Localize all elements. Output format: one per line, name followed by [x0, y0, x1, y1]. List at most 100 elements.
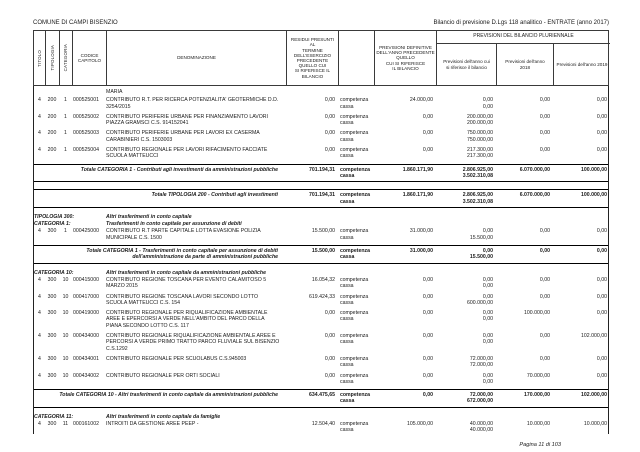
cell-section-code: CATEGORIA 11: — [34, 413, 74, 420]
cell-previsioni-definitive: 0,00 — [422, 333, 433, 340]
cell-anno-riferimento: 200.000,00 200.000,00 — [467, 113, 493, 127]
cell-previsioni-definitive: 0,00 — [422, 276, 433, 283]
cell-section-code: TIPOLOGIA 300: — [34, 213, 75, 220]
cell-anno-2018: 170.000,00 — [524, 392, 550, 399]
cell-codice-capitolo: 000417000 — [73, 293, 99, 300]
cell-competenza-cassa-labels: competenza cassa — [340, 420, 369, 434]
continuation-text-row: MARIA — [34, 89, 608, 95]
cell-anno-2018: 0,00 — [539, 113, 550, 120]
cell-anno-2019: 102.000,00 — [581, 333, 607, 340]
cell-anno-2019: 0,00 — [596, 355, 607, 362]
cell-residui: 0,00 — [324, 113, 335, 120]
cell-previsioni-definitive: 31.000,00 — [409, 248, 433, 255]
cell-competenza-cassa-labels: competenza cassa — [340, 248, 370, 261]
column-header-categoria: CATEGORIA — [59, 31, 72, 85]
cell-total-label: Totale TIPOLOGIA 200 - Contributi agli i… — [151, 192, 278, 199]
cell-anno-2018: 0,00 — [539, 248, 550, 255]
cell-residui: 634.475,65 — [309, 392, 335, 399]
cell-total-label: Totale CATEGORIA 1 - Trasferimenti in co… — [86, 248, 278, 261]
cell-competenza-cassa-labels: competenza cassa — [340, 276, 369, 290]
cell-tipologia: 300 — [47, 293, 57, 300]
cell-residui: 12.504,40 — [311, 420, 335, 427]
cell-residui: 0,00 — [324, 372, 335, 379]
cell-codice-capitolo: 000525004 — [73, 147, 99, 154]
cell-anno-riferimento: 72.000,00 672.000,00 — [467, 392, 493, 405]
table-header: TITOLO TIPOLOGIA CATEGORIA CODICE CAPITO… — [33, 30, 610, 86]
cell-denominazione: CONTRIBUTO REGIONE TOSCANA LAVORI SECOND… — [106, 293, 259, 306]
cell-codice-capitolo: 000525002 — [73, 113, 99, 120]
column-header-anno-riferimento: Previsioni dell'anno cui si riferisce il… — [436, 44, 496, 85]
cell-residui: 15.500,00 — [311, 228, 335, 235]
section-row: CATEGORIA 11: Altri trasferimenti in cont… — [34, 414, 608, 420]
cell-anno-2018: 0,00 — [539, 293, 550, 300]
cell-titolo: 4 — [38, 333, 41, 340]
table-row: 4 300 10 000434001 CONTRIBUTO REGIONALE PER … — [34, 356, 608, 369]
municipality-title: COMUNE DI CAMPI BISENZIO — [33, 20, 118, 26]
cell-anno-2019: 0,00 — [596, 228, 607, 235]
table-row: 4 200 1 000525003 CONTRIBUTO PERIFERIE URBAN… — [34, 130, 608, 143]
table-row: 4 300 10 000419000 CONTRIBUTO REGIONALE PER … — [34, 310, 608, 329]
cell-tipologia: 300 — [47, 372, 57, 379]
cell-previsioni-definitive: 0,00 — [422, 293, 433, 300]
column-header-anno-2018: Previsioni dell'anno 2018 — [496, 44, 553, 85]
cell-anno-riferimento: 2.806.925,00 3.502.310,08 — [462, 166, 493, 179]
cell-residui: 619.424,33 — [309, 293, 335, 300]
cell-section-title: Trasferimenti in conto capitale per assu… — [106, 221, 242, 228]
table-row: 4 200 1 000525004 CONTRIBUTO REGIONALE PER L… — [34, 147, 608, 160]
section-row: TIPOLOGIA 300: Altri trasferimenti in con… — [34, 214, 608, 220]
cell-categoria: 10 — [62, 355, 69, 362]
cell-titolo: 4 — [38, 293, 41, 300]
cell-categoria: 10 — [62, 276, 69, 283]
cell-anno-2018: 6.070.000,00 — [519, 192, 550, 199]
cell-competenza-cassa-labels: competenza cassa — [340, 372, 369, 385]
cell-previsioni-definitive: 0,00 — [422, 113, 433, 120]
cell-section-title: Altri trasferimenti in conto capitale da… — [106, 269, 266, 276]
table-row: 4 200 1 000525002 CONTRIBUTO PERIFERIE URBAN… — [34, 114, 608, 127]
cell-competenza-cassa-labels: competenza cassa — [340, 147, 369, 160]
cell-anno-2019: 0,00 — [596, 310, 607, 317]
cell-previsioni-definitive: 1.860.171,90 — [402, 192, 433, 199]
cell-anno-riferimento: 217.300,00 217.300,00 — [467, 147, 493, 160]
cell-categoria: 10 — [62, 333, 69, 340]
table-row: 4 200 1 000525001 CONTRIBUTO R.T. PER RICERC… — [34, 97, 608, 110]
cell-anno-riferimento: 2.806.925,00 3.502.310,08 — [462, 192, 493, 205]
cell-anno-2018: 6.070.000,00 — [519, 166, 550, 173]
cell-competenza-cassa-labels: competenza cassa — [340, 228, 369, 241]
cell-anno-2018: 0,00 — [539, 333, 550, 340]
cell-titolo: 4 — [38, 97, 41, 104]
table-row: 4 300 1 000425000 CONTRIBUTO R.T PARTE CAPIT… — [34, 228, 608, 241]
cell-anno-2019: 0,00 — [596, 248, 607, 255]
cell-previsioni-definitive: 0,00 — [422, 392, 433, 399]
cell-competenza-cassa-labels: competenza cassa — [340, 130, 369, 143]
cell-denominazione: CONTRIBUTO REGIONALE PER LAVORI RIFACIME… — [106, 147, 268, 160]
cell-section-code: CATEGORIA 1: — [34, 221, 71, 228]
cell-competenza-cassa-labels: competenza cassa — [340, 293, 369, 306]
cell-anno-2018: 70.000,00 — [526, 372, 550, 379]
cell-denominazione: INTROITI DA GESTIONE AREE PEEP - — [106, 420, 199, 427]
cell-titolo: 4 — [38, 130, 41, 137]
cell-codice-capitolo: 000419000 — [73, 310, 99, 317]
cell-residui: 0,00 — [324, 130, 335, 137]
cell-categoria: 11 — [62, 420, 69, 427]
cell-anno-2019: 0,00 — [596, 276, 607, 283]
cell-anno-riferimento: 0,00 0,00 — [482, 276, 493, 290]
cell-titolo: 4 — [38, 310, 41, 317]
cell-codice-capitolo: 000161002 — [73, 420, 99, 427]
section-row: CATEGORIA 1: Trasferimenti in conto capit… — [34, 221, 608, 227]
cell-total-label: Totale CATEGORIA 1 - Contributi agli inv… — [80, 166, 278, 173]
cell-codice-capitolo: 000525003 — [73, 130, 99, 137]
cell-anno-2018: 10.000,00 — [526, 420, 550, 427]
cell-codice-capitolo: 000425000 — [73, 228, 99, 235]
cell-anno-riferimento: 750.000,00 750.000,00 — [467, 130, 493, 143]
cell-categoria: 10 — [62, 372, 69, 379]
cell-codice-capitolo: 000434000 — [73, 333, 99, 340]
cell-competenza-cassa-labels: competenza cassa — [340, 310, 369, 323]
cell-competenza-cassa-labels: competenza cassa — [340, 192, 370, 205]
cell-denominazione: CONTRIBUTO R.T. PER RICERCA POTENZIALITA… — [106, 97, 279, 110]
cell-categoria: 10 — [62, 310, 69, 317]
cell-titolo: 4 — [38, 113, 41, 120]
cell-categoria: 10 — [62, 293, 69, 300]
cell-anno-2019: 10.000,00 — [583, 420, 607, 427]
cell-anno-riferimento: 0,00 15.500,00 — [469, 228, 493, 241]
cell-tipologia: 200 — [47, 130, 57, 137]
